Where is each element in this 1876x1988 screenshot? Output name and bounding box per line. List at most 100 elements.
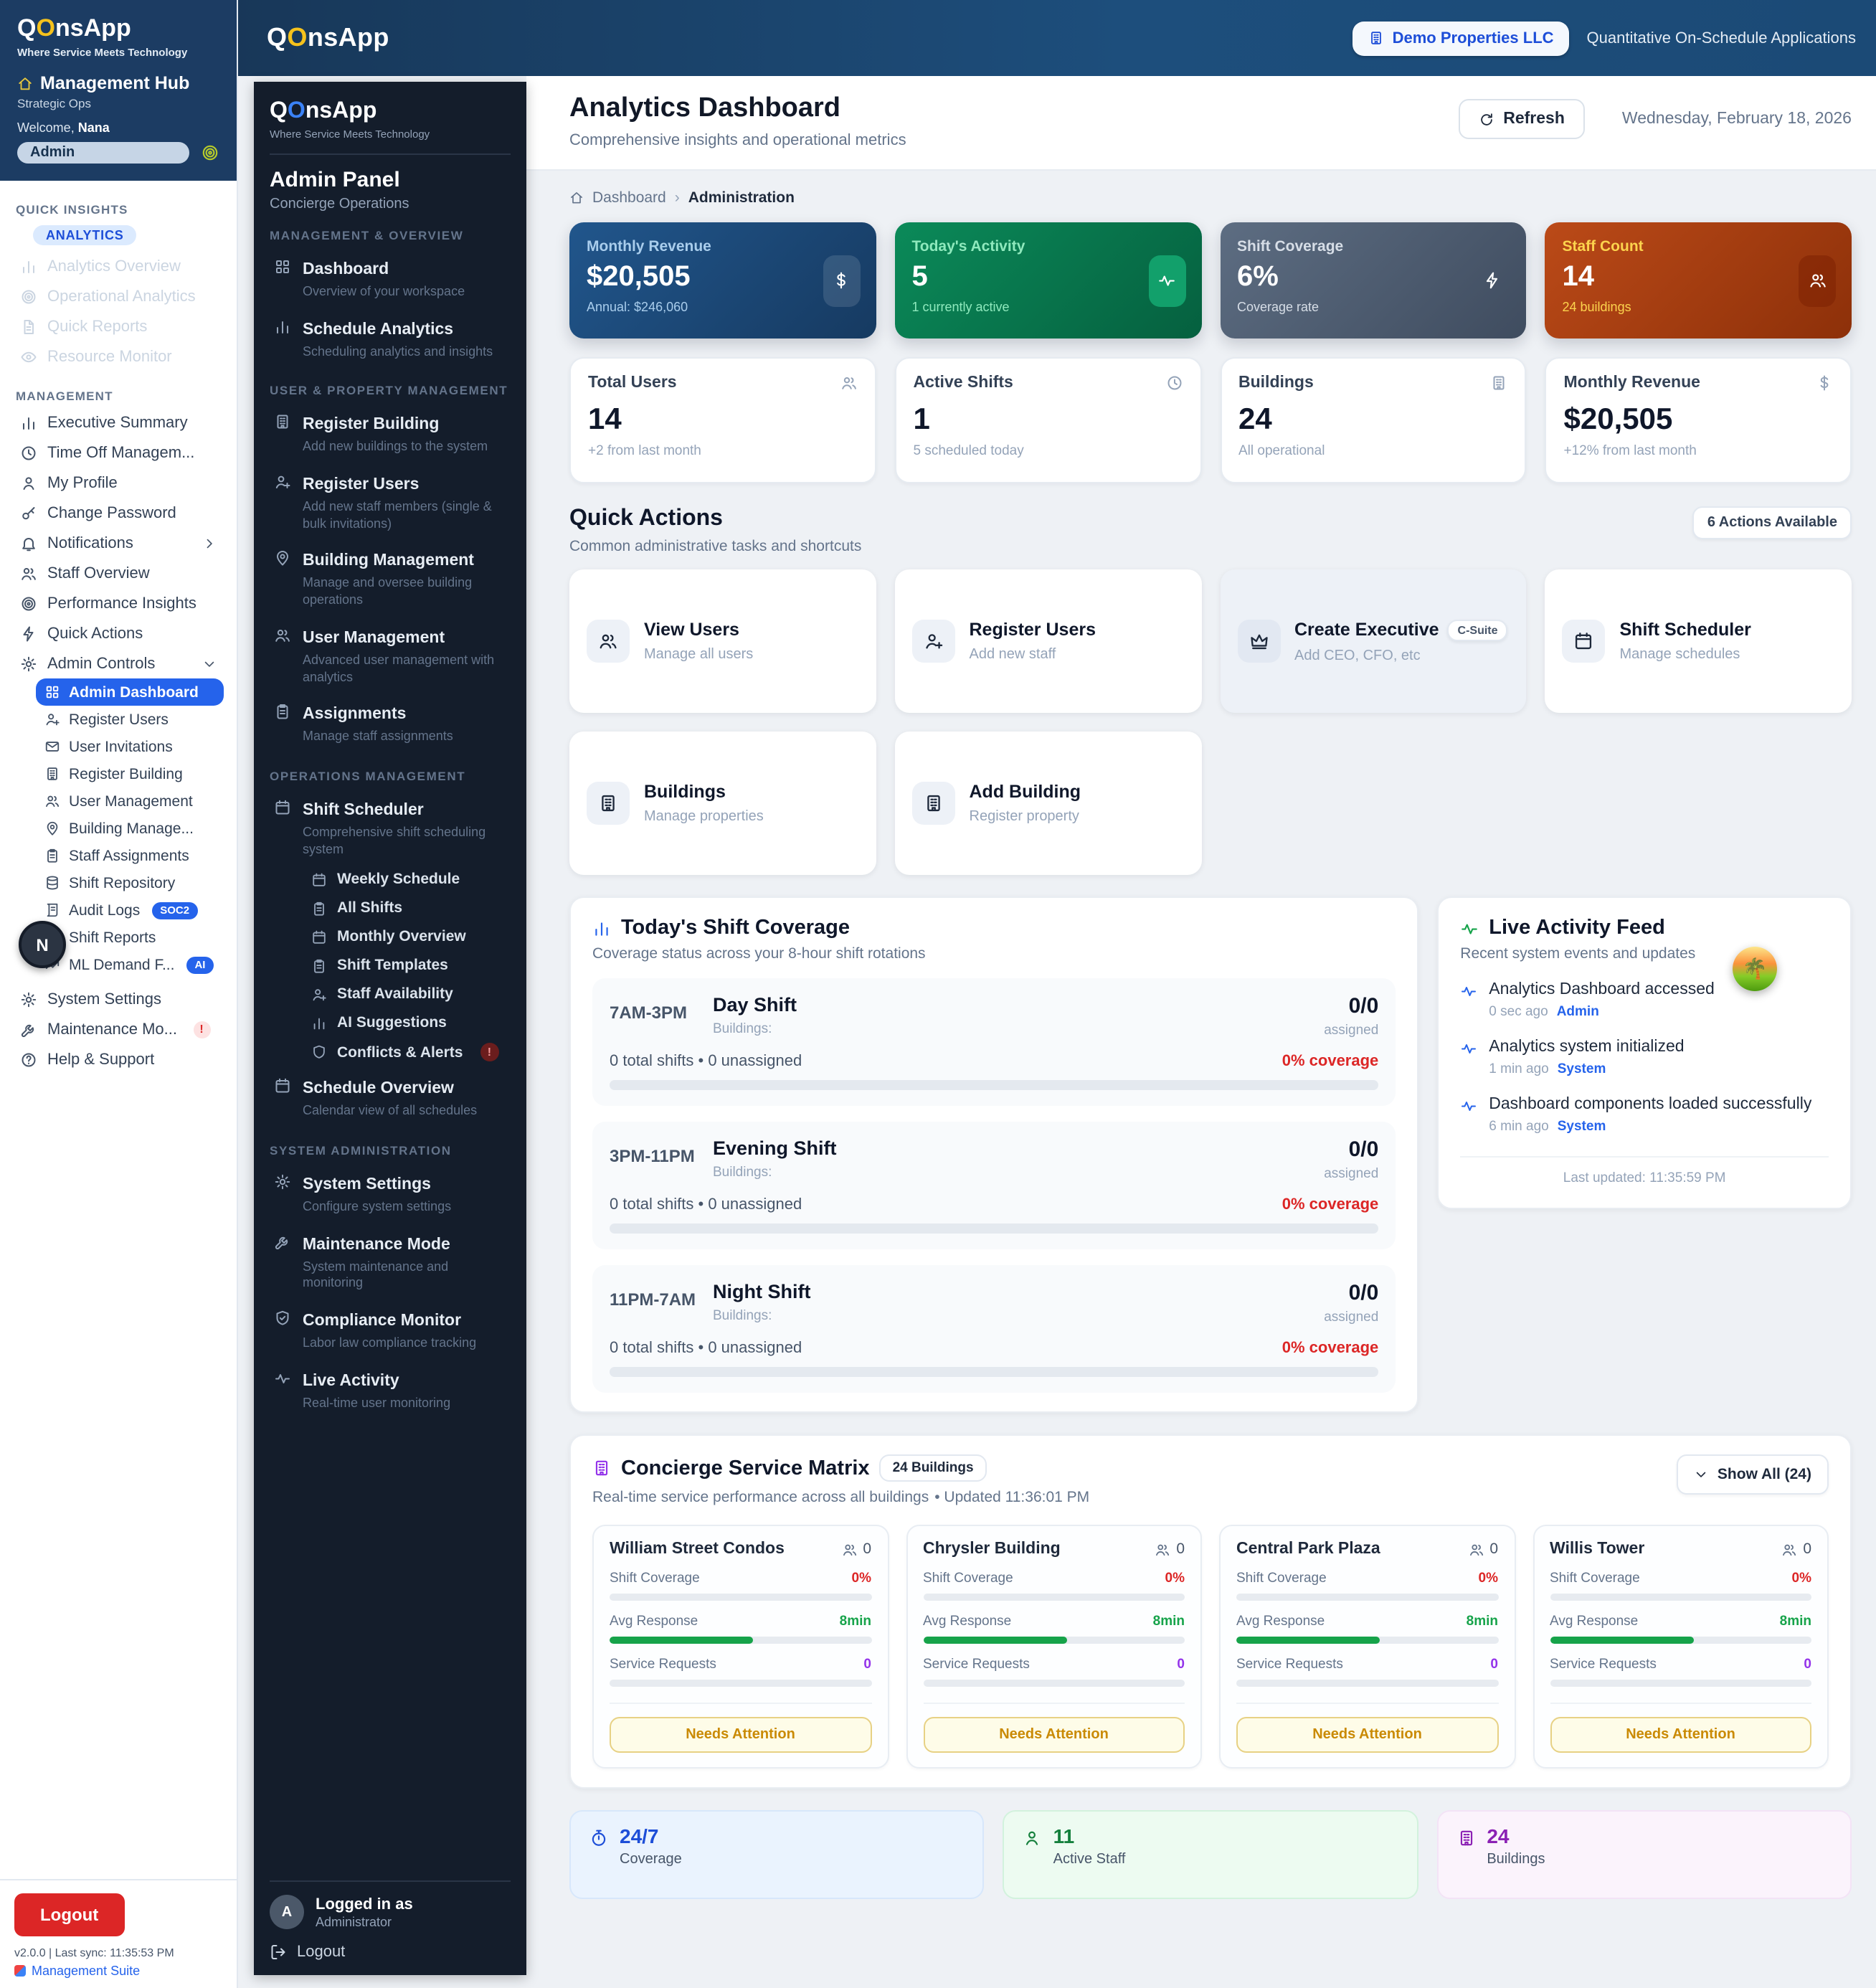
admin-nav-subitem[interactable]: Staff Availability [307, 980, 511, 1009]
admin-nav-item[interactable]: Register Building Add new buildings to th… [270, 404, 511, 463]
quick-action-card[interactable]: Add Building Register property [894, 732, 1201, 875]
admin-nav-item[interactable]: Live Activity Real-time user monitoring [270, 1359, 511, 1419]
sidebar-subitem[interactable]: User Invitations [36, 733, 224, 760]
quick-action-card[interactable]: Register Users Add new staff [894, 569, 1201, 713]
admin-nav-item[interactable]: Maintenance Mode System maintenance and m… [270, 1223, 511, 1300]
building-coverage: 0% [1791, 1571, 1811, 1586]
sidebar-item[interactable]: Executive Summary [13, 407, 224, 437]
sidebar-item[interactable]: Admin Controls [13, 648, 224, 678]
sidebar-item[interactable]: Maintenance Mo... ! [13, 1014, 224, 1044]
activity-actor[interactable]: System [1557, 1119, 1606, 1135]
sidebar-item[interactable]: Resource Monitor [13, 341, 224, 371]
sidebar-subitem[interactable]: Admin Dashboard [36, 678, 224, 706]
admin-nav-subitem[interactable]: Weekly Schedule [307, 866, 511, 894]
admin-nav-item[interactable]: Register Users Add new staff members (sin… [270, 463, 511, 540]
calendar-icon [1574, 631, 1594, 651]
admin-nav-subitem[interactable]: All Shifts [307, 894, 511, 923]
admin-nav-item-schedule-overview[interactable]: Schedule Overview Calendar view of all sc… [270, 1068, 511, 1127]
admin-nav-item[interactable]: Dashboard Overview of your workspace [270, 248, 511, 308]
shift-totals: 0 total shifts • 0 unassigned [610, 1053, 802, 1070]
admin-nav-subitem[interactable]: Conflicts & Alerts ! [307, 1038, 511, 1068]
sidebar-item[interactable]: Analytics Overview [13, 251, 224, 281]
sidebar-subitem[interactable]: Building Manage... [36, 815, 224, 842]
people-icon [1781, 1541, 1797, 1557]
island-emoji-widget[interactable]: 🌴 [1733, 947, 1777, 991]
building-response: 8min [1152, 1614, 1185, 1629]
sidebar-subitem[interactable]: Staff Assignments [36, 842, 224, 869]
sidebar-item[interactable]: Performance Insights [13, 588, 224, 618]
sidebar-item[interactable]: Help & Support [13, 1044, 224, 1074]
management-suite-link[interactable]: Management Suite [14, 1964, 222, 1978]
target-icon [20, 595, 37, 612]
sidebar-subitem[interactable]: Register Users [36, 706, 224, 733]
sidebar-item[interactable]: Quick Actions [13, 618, 224, 648]
person-plus-icon [924, 631, 944, 651]
building-coverage: 0% [851, 1571, 871, 1586]
needs-attention-button[interactable]: Needs Attention [1550, 1717, 1811, 1753]
alert-badge: ! [480, 1043, 499, 1062]
item-badge: AI [186, 956, 214, 973]
admin-logout-button[interactable]: Logout [270, 1944, 511, 1961]
metric-card-row: Total Users 14 +2 from last month Active… [569, 357, 1852, 483]
logout-button[interactable]: Logout [14, 1893, 125, 1936]
sidebar-item[interactable]: Change Password [13, 498, 224, 528]
sidebar-subitem[interactable]: Shift Repository [36, 869, 224, 896]
building-icon [924, 793, 944, 813]
show-all-button[interactable]: Show All (24) [1677, 1454, 1829, 1495]
sidebar-subitem-label: Register Building [69, 765, 183, 782]
admin-nav-item[interactable]: System Settings Configure system settings [270, 1163, 511, 1223]
admin-nav-subitem-label: All Shifts [337, 899, 403, 917]
sidebar-subitem[interactable]: Register Building [36, 760, 224, 787]
quick-action-card[interactable]: Shift Scheduler Manage schedules [1545, 569, 1852, 713]
sidebar-subitem[interactable]: User Management [36, 787, 224, 815]
key-icon [20, 504, 37, 521]
requests-bar [610, 1680, 871, 1687]
sidebar-subitem[interactable]: ML Demand F... AI [36, 951, 224, 978]
stopwatch-icon [589, 1829, 608, 1847]
admin-nav-item-shift-scheduler[interactable]: Shift Scheduler Comprehensive shift sched… [270, 789, 511, 866]
service-matrix-subtitle: Real-time service performance across all… [592, 1489, 929, 1506]
shift-progress-bar [610, 1223, 1379, 1234]
action-desc: Manage properties [644, 809, 764, 825]
section-label: OPERATIONS MANAGEMENT [270, 768, 466, 783]
quick-action-card[interactable]: View Users Manage all users [569, 569, 876, 713]
admin-nav-item[interactable]: Assignments Manage staff assignments [270, 693, 511, 752]
sidebar-item[interactable]: Staff Overview [13, 558, 224, 588]
org-selector-button[interactable]: Demo Properties LLC [1352, 21, 1570, 55]
quick-action-card[interactable]: Buildings Manage properties [569, 732, 876, 875]
stat-sub: 1 currently active [911, 300, 1010, 314]
sidebar-subitem-label: Shift Reports [69, 929, 156, 946]
admin-nav-item[interactable]: Schedule Analytics Scheduling analytics a… [270, 308, 511, 367]
coverage-bar [1550, 1594, 1811, 1601]
sidebar-item[interactable]: My Profile [13, 468, 224, 498]
admin-sidebar-tagline: Where Service Meets Technology [270, 128, 430, 141]
stat-card: Staff Count 14 24 buildings [1545, 222, 1852, 339]
needs-attention-button[interactable]: Needs Attention [923, 1717, 1185, 1753]
needs-attention-button[interactable]: Needs Attention [1236, 1717, 1498, 1753]
admin-nav-item[interactable]: Compliance Monitor Labor law compliance t… [270, 1300, 511, 1359]
floating-avatar-n[interactable]: N [19, 921, 66, 968]
sidebar-item[interactable]: Operational Analytics [13, 281, 224, 311]
people-icon [1155, 1541, 1170, 1557]
admin-nav-subitem[interactable]: Shift Templates [307, 952, 511, 980]
sidebar-item[interactable]: Quick Reports [13, 311, 224, 341]
breadcrumb-home[interactable]: Dashboard [592, 189, 666, 207]
activity-actor[interactable]: Admin [1556, 1004, 1599, 1020]
quick-action-card[interactable]: Create Executive C-Suite Add CEO, CFO, e… [1220, 569, 1527, 713]
refresh-button[interactable]: Refresh [1459, 99, 1585, 139]
sidebar-subitem[interactable]: Audit Logs SOC2 [36, 896, 224, 924]
shift-progress-bar [610, 1367, 1379, 1377]
admin-nav-subitem[interactable]: Monthly Overview [307, 923, 511, 952]
stat-sub: 24 buildings [1562, 300, 1631, 314]
building-card: William Street Condos 0 Shift Coverage 0%… [592, 1525, 889, 1769]
metric-card: Total Users 14 +2 from last month [569, 357, 876, 483]
sidebar-item[interactable]: Time Off Managem... [13, 437, 224, 468]
chart-icon [274, 318, 291, 335]
sidebar-item[interactable]: System Settings [13, 984, 224, 1014]
sidebar-item[interactable]: Notifications [13, 528, 224, 558]
needs-attention-button[interactable]: Needs Attention [610, 1717, 871, 1753]
activity-actor[interactable]: System [1557, 1061, 1606, 1077]
admin-nav-item[interactable]: Building Management Manage and oversee bu… [270, 540, 511, 617]
admin-nav-item[interactable]: User Management Advanced user management … [270, 617, 511, 694]
admin-nav-subitem[interactable]: AI Suggestions [307, 1009, 511, 1038]
